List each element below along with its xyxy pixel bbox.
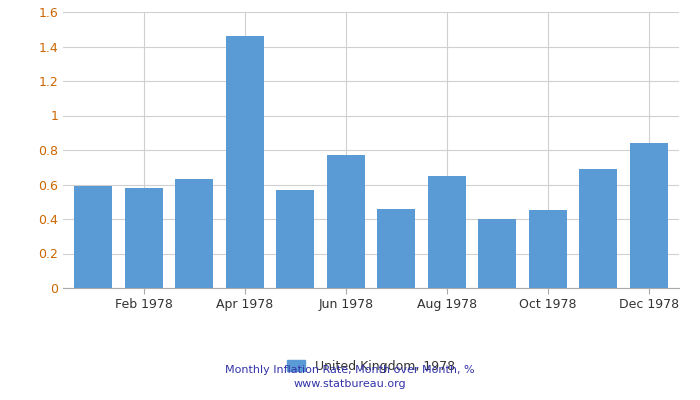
Bar xyxy=(580,169,617,288)
Bar xyxy=(478,219,516,288)
Bar xyxy=(276,190,314,288)
Text: Monthly Inflation Rate, Month over Month, %: Monthly Inflation Rate, Month over Month… xyxy=(225,365,475,375)
Text: www.statbureau.org: www.statbureau.org xyxy=(294,379,406,389)
Bar xyxy=(528,210,567,288)
Bar xyxy=(175,179,214,288)
Bar xyxy=(125,188,162,288)
Bar xyxy=(428,176,466,288)
Bar xyxy=(74,186,112,288)
Bar xyxy=(630,143,668,288)
Bar xyxy=(377,209,415,288)
Bar xyxy=(327,155,365,288)
Legend: United Kingdom, 1978: United Kingdom, 1978 xyxy=(281,355,461,378)
Bar xyxy=(226,36,264,288)
